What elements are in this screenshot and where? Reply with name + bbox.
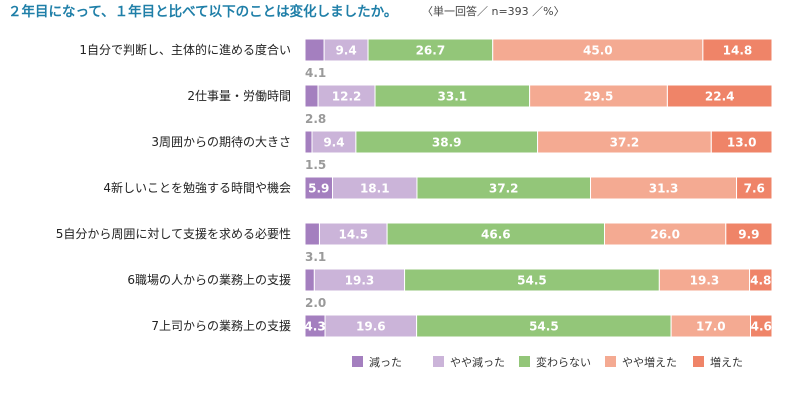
data-label: 54.5	[529, 320, 559, 334]
data-label: 2.0	[305, 296, 326, 310]
category-label: 7上司からの業務上の支援	[151, 319, 291, 333]
chart-title: ２年目になって、１年目と比べて以下のことは変化しましたか。	[8, 3, 397, 20]
data-label: 19.6	[356, 320, 386, 334]
legend-swatch	[352, 356, 363, 367]
data-label: 13.0	[727, 136, 757, 150]
legend-label: 増えた	[710, 356, 743, 369]
data-label: 54.5	[517, 274, 547, 288]
bar-segment	[702, 38, 773, 62]
data-label: 37.2	[489, 182, 519, 196]
legend-swatch	[433, 356, 444, 367]
legend-label: 変わらない	[536, 355, 591, 369]
data-label: 7.6	[744, 182, 765, 196]
bar-segment	[725, 222, 773, 246]
bar-segment	[710, 130, 773, 154]
category-label: 6職場の人からの業務上の支援	[127, 273, 291, 287]
data-label: 9.4	[323, 136, 344, 150]
category-label: 4新しいことを勉強する時間や機会	[103, 180, 291, 195]
data-label: 14.5	[338, 228, 368, 242]
data-label: 4.3	[304, 320, 325, 334]
bar-segment	[666, 84, 773, 108]
category-label: 2仕事量・労働時間	[187, 89, 291, 103]
bar-segment	[749, 268, 773, 292]
data-label: 9.4	[335, 44, 356, 58]
data-label: 5.9	[308, 182, 329, 196]
data-label: 29.5	[584, 90, 614, 104]
category-label: 1自分で判断し、主体的に進める度合い	[79, 42, 291, 57]
data-label: 9.9	[738, 228, 759, 242]
legend: 減った やや減った 変わらない やや増えた 増えた	[352, 355, 743, 369]
bar-segment	[304, 130, 313, 154]
category-label: 5自分から周囲に対して支援を求める必要性	[56, 227, 291, 241]
data-label: 26.7	[416, 44, 446, 58]
data-label: 12.2	[332, 90, 362, 104]
data-label: 38.9	[432, 136, 462, 150]
data-label: 33.1	[438, 90, 468, 104]
category-label: 3周囲からの期待の大きさ	[151, 135, 291, 149]
legend-label: やや増えた	[622, 356, 677, 369]
data-label: 26.0	[650, 228, 680, 242]
data-label: 45.0	[583, 44, 613, 58]
chart-subtitle: 〈単一回答／ n=393 ／%〉	[422, 4, 565, 18]
bar-segment	[736, 176, 773, 200]
legend-label: やや減った	[450, 355, 505, 369]
data-label: 19.3	[690, 274, 720, 288]
data-label: 4.1	[305, 66, 326, 80]
bars-group: 1自分で判断し、主体的に進める度合い 4.1 9.4 26.7 45.0 14.8 2仕事量…	[56, 38, 773, 338]
data-label: 2.8	[305, 112, 326, 126]
data-label: 31.3	[649, 182, 679, 196]
legend-swatch	[605, 356, 616, 367]
data-label: 1.5	[305, 158, 326, 172]
bar-segment	[304, 268, 315, 292]
data-label: 4.8	[750, 274, 771, 288]
data-label: 22.4	[705, 90, 735, 104]
bar-segment	[304, 84, 319, 108]
data-label: 37.2	[610, 136, 640, 150]
data-label: 18.1	[360, 182, 390, 196]
legend-swatch	[693, 356, 704, 367]
data-label: 4.6	[751, 320, 772, 334]
data-label: 46.6	[481, 228, 511, 242]
legend-swatch	[519, 356, 530, 367]
legend-label: 減った	[369, 355, 402, 369]
data-label: 17.0	[696, 320, 726, 334]
bar-segment	[750, 314, 773, 338]
data-label: 14.8	[723, 44, 753, 58]
bar-segment	[304, 222, 320, 246]
bar-segment	[304, 38, 325, 62]
data-label: 3.1	[305, 250, 326, 264]
data-label: 19.3	[345, 274, 375, 288]
